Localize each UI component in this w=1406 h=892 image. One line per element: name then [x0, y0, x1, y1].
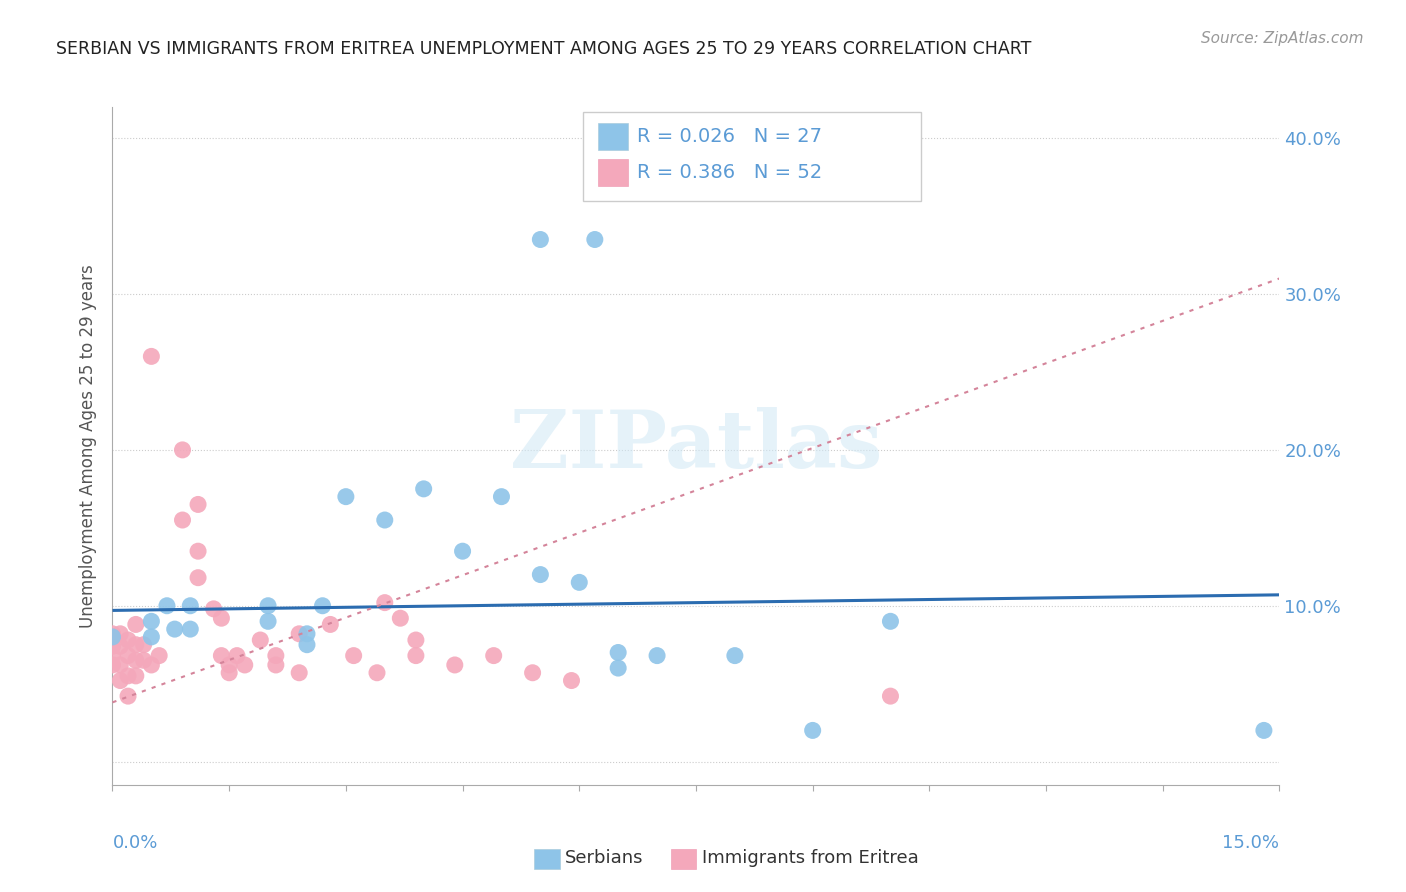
Point	[110, 673, 132, 688]
Point	[607, 661, 630, 675]
Point	[101, 630, 124, 644]
Point	[132, 653, 155, 667]
Point	[179, 599, 201, 613]
Point	[529, 233, 551, 247]
Point	[117, 669, 139, 683]
Point	[148, 648, 170, 663]
Y-axis label: Unemployment Among Ages 25 to 29 years: Unemployment Among Ages 25 to 29 years	[79, 264, 97, 628]
Point	[117, 648, 139, 663]
Point	[233, 657, 256, 672]
Point	[288, 627, 311, 641]
Point	[226, 648, 249, 663]
Point	[125, 653, 148, 667]
Point	[879, 615, 901, 629]
Point	[218, 657, 240, 672]
Point	[209, 648, 232, 663]
Point	[101, 648, 124, 663]
Point	[311, 599, 333, 613]
Point	[645, 648, 668, 663]
Point	[202, 602, 225, 616]
Point	[141, 657, 163, 672]
Point	[125, 669, 148, 683]
Point	[295, 627, 318, 641]
Point	[156, 599, 179, 613]
Point	[451, 544, 474, 558]
Point	[218, 665, 240, 680]
Text: SERBIAN VS IMMIGRANTS FROM ERITREA UNEMPLOYMENT AMONG AGES 25 TO 29 YEARS CORREL: SERBIAN VS IMMIGRANTS FROM ERITREA UNEMP…	[56, 40, 1032, 58]
Point	[295, 638, 318, 652]
Point	[179, 622, 201, 636]
Point	[879, 689, 901, 703]
Point	[264, 657, 287, 672]
Point	[288, 665, 311, 680]
Point	[522, 665, 544, 680]
Point	[405, 648, 427, 663]
Point	[343, 648, 366, 663]
Text: Source: ZipAtlas.com: Source: ZipAtlas.com	[1201, 31, 1364, 46]
Text: R = 0.026   N = 27: R = 0.026 N = 27	[637, 127, 823, 146]
Point	[529, 567, 551, 582]
Text: Serbians: Serbians	[565, 849, 644, 867]
Point	[257, 615, 280, 629]
Point	[607, 645, 630, 659]
Point	[172, 513, 194, 527]
Point	[482, 648, 505, 663]
Point	[117, 689, 139, 703]
Point	[101, 627, 124, 641]
Point	[724, 648, 747, 663]
Point	[366, 665, 388, 680]
Point	[187, 498, 209, 512]
Text: ZIPatlas: ZIPatlas	[510, 407, 882, 485]
Point	[125, 617, 148, 632]
Point	[132, 638, 155, 652]
Point	[101, 657, 124, 672]
Point	[249, 633, 271, 648]
Text: R = 0.386   N = 52: R = 0.386 N = 52	[637, 162, 823, 182]
Point	[374, 596, 396, 610]
Point	[125, 638, 148, 652]
Point	[209, 611, 232, 625]
Point	[491, 490, 513, 504]
Text: 15.0%: 15.0%	[1222, 834, 1279, 852]
Point	[141, 630, 163, 644]
Point	[117, 633, 139, 648]
Point	[560, 673, 582, 688]
Point	[389, 611, 412, 625]
Point	[405, 633, 427, 648]
Point	[568, 575, 591, 590]
Point	[187, 571, 209, 585]
Point	[141, 615, 163, 629]
Point	[110, 657, 132, 672]
Point	[172, 442, 194, 457]
Text: 0.0%: 0.0%	[112, 834, 157, 852]
Point	[443, 657, 465, 672]
Point	[1253, 723, 1275, 738]
Point	[801, 723, 824, 738]
Text: Immigrants from Eritrea: Immigrants from Eritrea	[702, 849, 918, 867]
Point	[110, 627, 132, 641]
Point	[257, 599, 280, 613]
Point	[374, 513, 396, 527]
Point	[264, 648, 287, 663]
Point	[319, 617, 342, 632]
Point	[163, 622, 186, 636]
Point	[101, 640, 124, 654]
Point	[187, 544, 209, 558]
Point	[335, 490, 357, 504]
Point	[412, 482, 434, 496]
Point	[583, 233, 606, 247]
Point	[141, 350, 163, 364]
Point	[110, 640, 132, 654]
